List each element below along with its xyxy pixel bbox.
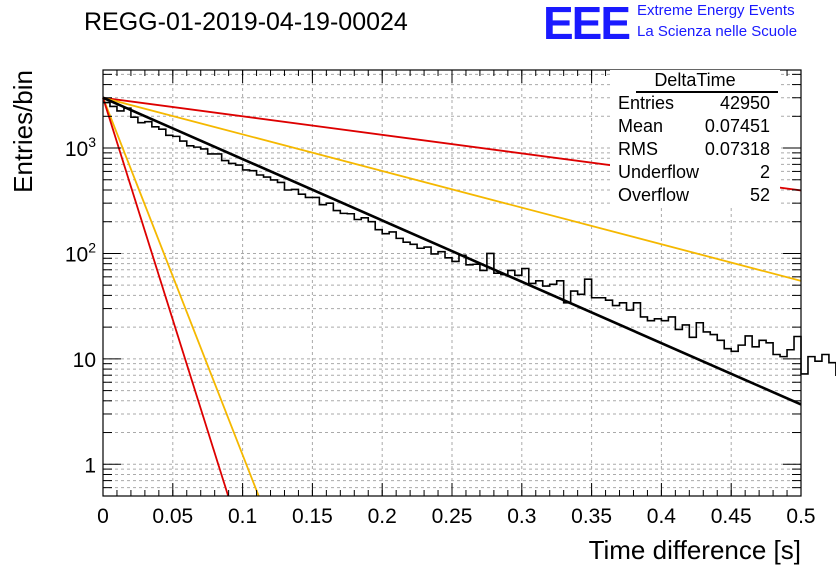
axis-ticks [102,70,802,497]
stats-label: Overflow [618,185,690,205]
x-tick-label: 0.2 [368,505,397,528]
x-tick-label: 0.35 [571,505,612,528]
reference-curve [102,97,230,497]
x-tick-label: 0.15 [292,505,333,528]
histogram [102,96,836,406]
tick-labels: 0 0.05 0.1 0.15 0.2 0.25 0.3 0.35 0.4 0.45 0.5 1 10 1… [65,134,816,528]
grid-lines [103,70,801,497]
x-tick-label: 0.05 [152,505,193,528]
y-tick-exponent: 2 [88,239,96,255]
stats-value: 0.07318 [704,139,770,159]
stats-row-mean: Mean 0.07451 [618,116,770,139]
stats-label: RMS [618,139,658,159]
stats-value: 0.07451 [704,116,770,136]
stats-row-entries: Entries 42950 [618,93,770,116]
stats-label: Mean [618,116,664,136]
stats-row-rms: RMS 0.07318 [618,139,770,162]
y-tick-label: 1 [84,454,96,477]
x-tick-label: 0.1 [228,505,257,528]
eee-logo: EEE [543,0,631,49]
stats-row-underflow: Underflow 2 [618,162,770,185]
x-axis-label: Time difference [s] [589,535,801,565]
stats-value: 52 [749,185,770,205]
x-tick-label: 0.4 [647,505,677,528]
stats-box: DeltaTime Entries 42950 Mean 0.07451 RMS… [610,70,780,208]
stats-row-overflow: Overflow 52 [618,185,770,208]
y-tick-label: 10 [73,349,96,372]
logo-line-2: La Scienza nelle Scuole [637,23,798,40]
fit-curve [102,96,802,406]
y-axis-label: Entries/bin [8,70,38,193]
x-tick-label: 0.25 [432,505,473,528]
y-tick-exponent: 3 [88,134,96,150]
reference-curve [102,97,260,497]
stats-value: 2 [759,162,770,182]
x-tick-label: 0.3 [507,505,536,528]
reference-curve [102,96,802,282]
x-tick-label: 0 [97,505,109,528]
stats-value: 42950 [719,93,770,113]
histogram-outline [103,101,836,376]
x-tick-label: 0.5 [786,505,815,528]
stats-label: Underflow [618,162,700,182]
stats-label: Entries [618,93,675,113]
logo-line-1: Extreme Energy Events [637,2,795,19]
y-tick-label: 103 [65,134,96,161]
stats-title-rule [636,91,778,93]
x-tick-label: 0.45 [711,505,752,528]
y-tick-label: 102 [65,239,96,266]
chart-title: REGG-01-2019-04-19-00024 [84,8,408,36]
stats-title: DeltaTime [654,70,736,90]
